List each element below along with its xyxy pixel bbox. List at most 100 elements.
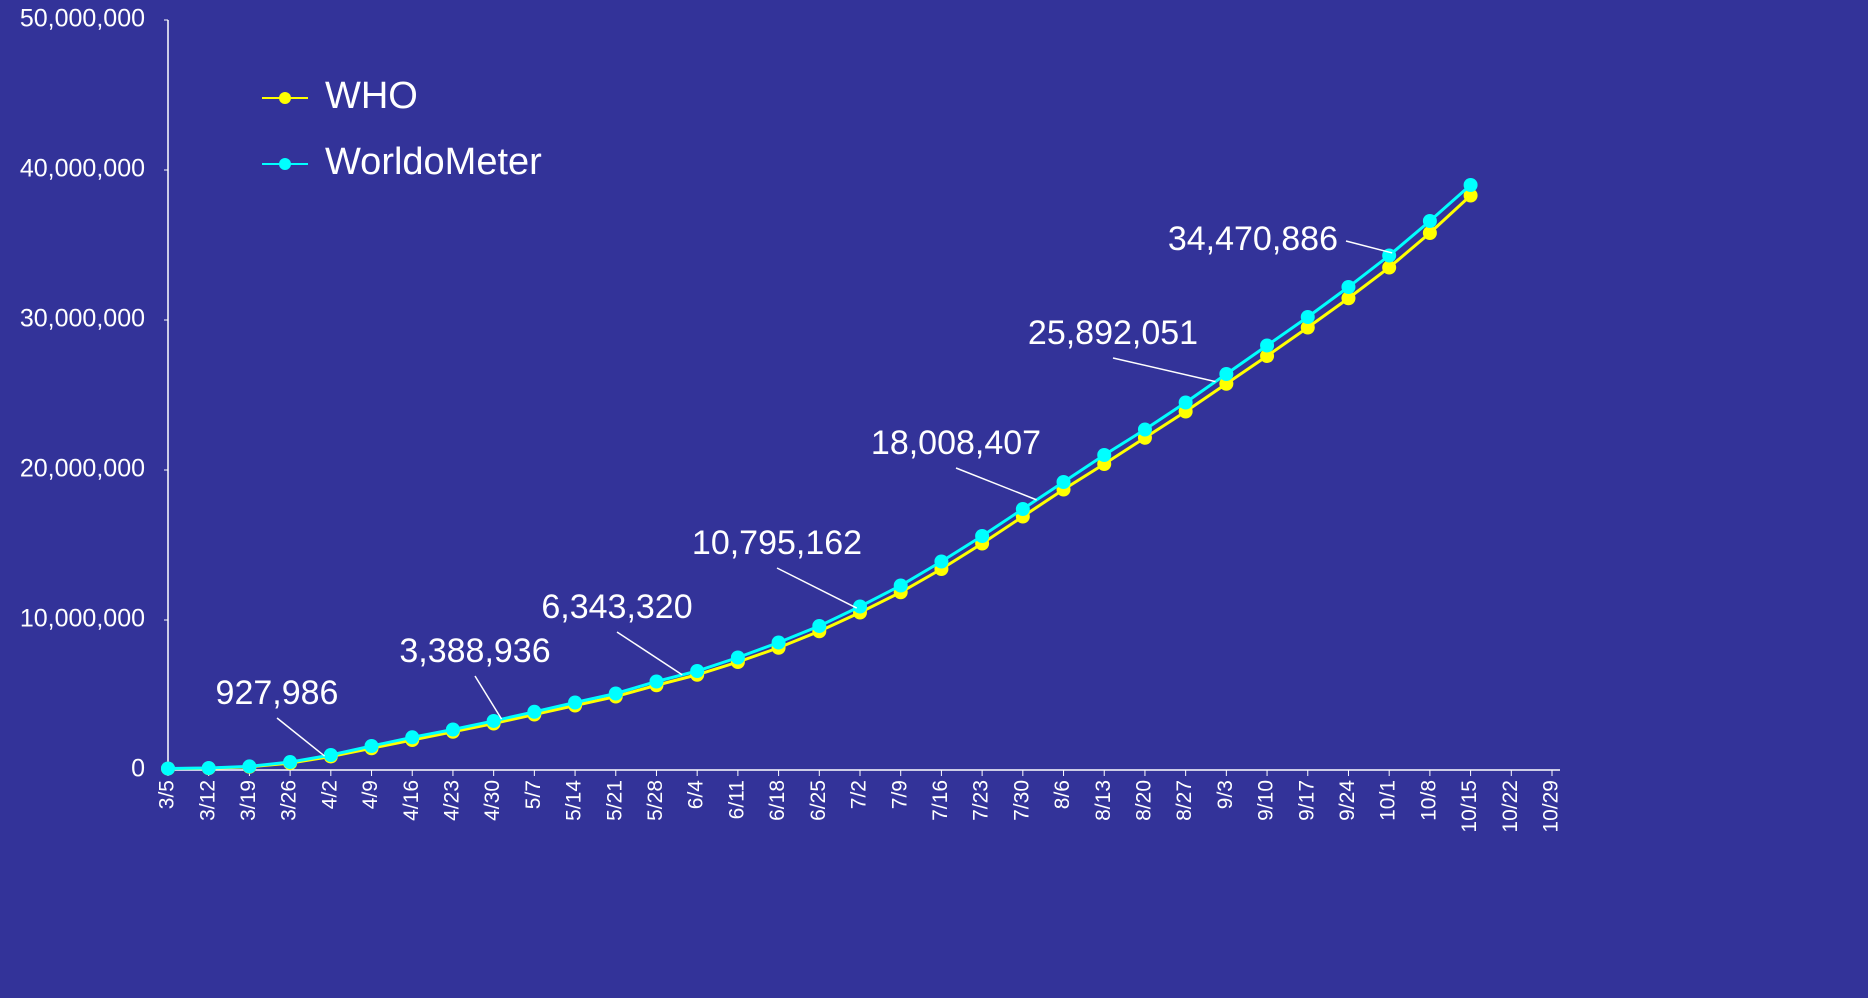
annotation-label: 6,343,320 — [541, 588, 692, 626]
annotation-label: 927,986 — [216, 674, 339, 712]
data-point — [1463, 188, 1478, 203]
x-tick-label: 5/7 — [522, 780, 545, 809]
series-line — [167, 194, 1472, 771]
data-point — [1463, 178, 1478, 192]
annotation-label: 25,892,051 — [1028, 314, 1198, 352]
y-tick-label: 20,000,000 — [20, 455, 145, 483]
x-tick-label: 3/12 — [196, 780, 219, 821]
annotation-leader — [776, 567, 858, 609]
data-point — [201, 761, 216, 776]
y-tick-label: 50,000,000 — [20, 5, 145, 33]
data-point — [893, 578, 908, 593]
x-tick-label: 7/9 — [888, 780, 911, 809]
x-tick-label: 10/22 — [1499, 780, 1522, 833]
x-tick-label: 5/28 — [644, 780, 667, 821]
data-point — [1300, 320, 1315, 335]
x-tick-label: 7/23 — [970, 780, 993, 821]
data-point — [1260, 338, 1275, 353]
x-tick-label: 6/25 — [807, 780, 830, 821]
x-tick-label: 10/8 — [1417, 780, 1440, 821]
x-tick-label: 6/18 — [766, 780, 789, 821]
annotation-leader — [276, 717, 326, 757]
x-tick-label: 3/19 — [237, 780, 260, 821]
data-point — [1015, 502, 1030, 516]
annotation-label: 10,795,162 — [692, 524, 862, 562]
annotation-leader — [616, 631, 683, 676]
data-point — [1341, 291, 1356, 306]
x-tick-label: 4/16 — [400, 780, 423, 821]
data-point — [486, 713, 501, 728]
x-tick-label: 4/9 — [359, 780, 382, 809]
x-tick-label: 7/16 — [929, 780, 952, 821]
x-tick-label: 8/20 — [1132, 780, 1155, 821]
annotation-label: 18,008,407 — [871, 424, 1041, 462]
x-tick-label: 10/1 — [1377, 780, 1400, 821]
y-tick-label: 10,000,000 — [20, 605, 145, 633]
data-point — [405, 730, 420, 745]
x-tick-label: 9/10 — [1255, 780, 1278, 821]
x-tick-label: 9/3 — [1214, 780, 1237, 809]
x-tick-label: 4/2 — [318, 780, 341, 809]
data-point — [527, 704, 542, 719]
annotation-leader — [474, 675, 503, 720]
data-point — [364, 739, 379, 753]
data-point — [1219, 376, 1234, 391]
x-tick-label: 5/14 — [563, 780, 586, 821]
y-tick-label: 30,000,000 — [20, 305, 145, 333]
x-tick-label: 10/29 — [1540, 780, 1563, 833]
annotation-label: 3,388,936 — [399, 632, 550, 670]
data-point — [1219, 367, 1234, 381]
data-point — [690, 664, 705, 678]
y-tick-label: 0 — [131, 755, 145, 783]
x-tick-label: 8/6 — [1051, 780, 1074, 809]
data-point — [730, 650, 745, 665]
data-point — [161, 761, 175, 776]
data-point — [1097, 448, 1112, 462]
series-line — [167, 183, 1472, 770]
data-point — [323, 748, 338, 762]
annotation-leader — [1345, 240, 1393, 254]
x-tick-label: 8/27 — [1173, 780, 1196, 821]
legend-marker — [279, 92, 291, 104]
x-tick-label: 5/21 — [603, 780, 626, 821]
data-point — [1178, 395, 1193, 410]
data-point — [975, 529, 990, 543]
data-point — [649, 674, 664, 689]
x-tick-label: 4/30 — [481, 780, 504, 821]
data-point — [853, 599, 867, 614]
x-tick-label: 7/2 — [848, 780, 871, 809]
data-point — [771, 635, 786, 650]
data-point — [1137, 422, 1152, 437]
series — [161, 188, 1478, 776]
data-point — [608, 686, 623, 701]
data-point — [1422, 226, 1437, 240]
y-tick-label: 40,000,000 — [20, 155, 145, 183]
x-tick-label: 6/4 — [685, 780, 708, 810]
data-point — [1260, 349, 1275, 363]
data-point — [283, 755, 298, 770]
x-tick-label: 9/17 — [1295, 780, 1318, 821]
series — [161, 178, 1478, 776]
annotation-leader — [1112, 357, 1216, 383]
legend-marker — [279, 158, 291, 170]
x-tick-label: 4/23 — [440, 780, 463, 821]
data-point — [934, 554, 949, 569]
x-tick-label: 3/5 — [156, 780, 179, 809]
x-tick-label: 10/15 — [1458, 780, 1481, 833]
x-tick-label: 8/13 — [1092, 780, 1115, 821]
x-tick-label: 7/30 — [1010, 780, 1033, 821]
annotation-label: 34,470,886 — [1168, 220, 1338, 258]
annotation-leader — [955, 467, 1037, 501]
x-tick-label: 6/11 — [725, 780, 748, 819]
x-tick-label: 3/26 — [278, 780, 301, 821]
data-point — [1341, 280, 1356, 294]
x-tick-label: 9/24 — [1336, 780, 1359, 821]
data-point — [1300, 310, 1315, 324]
data-point — [445, 722, 460, 737]
legend-label: WorldoMeter — [325, 141, 542, 183]
data-point — [568, 695, 583, 710]
data-point — [1422, 214, 1437, 228]
data-point — [1056, 475, 1071, 489]
